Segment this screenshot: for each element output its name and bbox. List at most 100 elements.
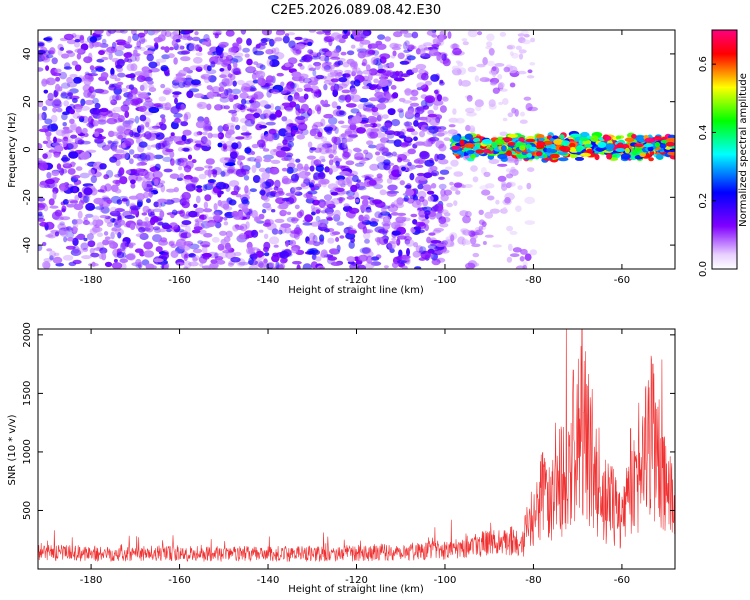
heatmap-cell-2590 <box>263 233 269 239</box>
heatmap-cell-2271 <box>228 109 238 114</box>
heatmap-cell-1320 <box>371 106 379 113</box>
heatmap-cell-2013 <box>219 68 225 72</box>
heatmap-cell-1455 <box>180 103 186 111</box>
heatmap-cell-1938 <box>337 178 345 187</box>
heatmap-cell-822 <box>240 30 247 35</box>
heatmap-cell-294 <box>316 31 325 35</box>
heatmap-cell-1313 <box>253 91 264 100</box>
heatmap-cell-1656 <box>65 245 76 250</box>
heatmap-cell-2050 <box>335 110 347 117</box>
heatmap-cell-1100 <box>111 41 117 49</box>
heatmap-cell-811 <box>244 53 250 58</box>
heatmap-cell-2420 <box>287 141 294 148</box>
heatmap-cell-1861 <box>329 56 341 60</box>
figure-title: C2E5.2026.089.08.42.E30 <box>271 3 441 18</box>
heatmap-cell-2322 <box>133 49 138 55</box>
heatmap-cell-2592 <box>383 159 391 166</box>
heatmap-cell-944 <box>336 105 342 110</box>
heatmap-cell-421 <box>176 177 183 181</box>
heatmap-cell-892 <box>334 126 339 134</box>
heatmap-cell-2162 <box>125 74 136 78</box>
heatmap-cell-558 <box>239 92 249 99</box>
heatmap-cell-1742 <box>203 213 209 220</box>
heatmap-cell-1578 <box>362 30 372 37</box>
heatmap-cell-3552 <box>552 135 559 139</box>
heatmap-cell-2449 <box>406 128 416 133</box>
heatmap-cell-783 <box>250 151 256 155</box>
heatmap-cell-1296 <box>335 160 340 167</box>
heatmap-cell-2192 <box>266 222 277 231</box>
heatmap-cell-1887 <box>185 183 196 192</box>
heatmap-cell-2798 <box>518 49 527 54</box>
heatmap-cell-2347 <box>203 208 213 213</box>
heatmap-cell-551 <box>307 64 313 72</box>
heatmap-cell-2436 <box>246 157 252 162</box>
heatmap-cell-425 <box>274 105 281 112</box>
heatmap-cell-1034 <box>236 103 247 110</box>
heatmap-cell-1940 <box>192 257 198 262</box>
heatmap-cell-281 <box>407 148 417 155</box>
heatmap-cell-1177 <box>162 156 173 162</box>
heatmap-cell-695 <box>130 183 136 189</box>
heatmap-cell-2597 <box>231 210 239 217</box>
heatmap-cell-610 <box>117 72 126 78</box>
heatmap-cell-1404 <box>45 77 56 86</box>
heatmap-cell-1770 <box>435 140 445 149</box>
heatmap-cell-2537 <box>72 112 81 119</box>
heatmap-cell-2577 <box>165 148 174 153</box>
heatmap-cell-2461 <box>97 198 104 205</box>
heatmap-cell-486 <box>58 183 69 191</box>
heatmap-cell-2686 <box>471 243 481 248</box>
heatmap-cell-1452 <box>362 229 372 234</box>
heatmap-cell-1484 <box>109 156 118 163</box>
heatmap-cell-2709 <box>501 181 506 188</box>
heatmap-cell-935 <box>295 186 303 191</box>
heatmap-cell-2722 <box>518 37 526 44</box>
heatmap-cell-2705 <box>443 189 452 196</box>
heatmap-cell-1104 <box>153 201 160 208</box>
heatmap-cell-2435 <box>170 214 175 219</box>
heatmap-cell-50 <box>108 52 113 60</box>
heatmap-cell-2406 <box>369 84 379 89</box>
heatmap-cell-1683 <box>238 261 249 266</box>
heatmap-cell-172 <box>194 31 199 36</box>
heatmap-cell-1492 <box>175 73 186 77</box>
heatmap-cell-1522 <box>112 179 121 184</box>
heatmap-cell-441 <box>257 262 267 269</box>
heatmap-cell-2512 <box>157 228 167 233</box>
heatmap-cell-1727 <box>401 166 406 171</box>
heatmap-cell-1752 <box>368 197 375 201</box>
heatmap-cell-1627 <box>59 221 65 226</box>
colorbar-gradient <box>711 29 738 270</box>
heatmap-cell-1971 <box>338 197 343 204</box>
heatmap-cell-2698 <box>457 236 466 245</box>
heatmap-cell-2796 <box>478 225 484 231</box>
heatmap-cell-1401 <box>420 105 426 113</box>
heatmap-cell-830 <box>75 166 83 171</box>
heatmap-cell-788 <box>324 31 331 36</box>
heatmap-cell-2061 <box>374 226 385 233</box>
heatmap-cell-2052 <box>227 169 235 174</box>
heatmap-cell-1657 <box>149 131 160 136</box>
heatmap-cell-1527 <box>140 227 151 232</box>
heatmap-cell-2604 <box>453 200 458 207</box>
heatmap-cell-2587 <box>122 120 133 129</box>
heatmap-cell-3672 <box>579 137 589 142</box>
heatmap-cell-2315 <box>226 88 233 96</box>
heatmap-cell-2544 <box>361 85 370 90</box>
heatmap-cell-2404 <box>170 132 175 137</box>
heatmap-cell-1871 <box>79 151 91 160</box>
heatmap-cell-1716 <box>400 260 405 267</box>
heatmap-cell-1507 <box>379 146 389 154</box>
heatmap-cell-2768 <box>526 75 535 79</box>
heatmap-cell-1696 <box>63 33 74 41</box>
heatmap-cell-890 <box>328 116 338 125</box>
heatmap-cell-2567 <box>88 52 93 61</box>
heatmap-cell-2253 <box>327 237 335 244</box>
heatmap-cell-1997 <box>318 55 330 62</box>
heatmap-cell-2556 <box>223 206 233 211</box>
heatmap-cell-1844 <box>436 94 443 102</box>
heatmap-cell-1478 <box>79 105 90 111</box>
heatmap-cell-2152 <box>62 111 70 115</box>
heatmap-cell-1729 <box>175 77 187 83</box>
